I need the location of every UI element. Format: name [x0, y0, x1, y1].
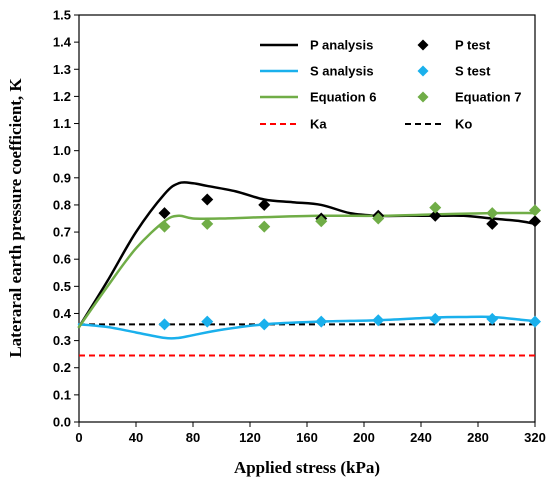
y-tick-label: 0.4 — [53, 306, 72, 321]
p-test-point — [486, 217, 499, 230]
s-test-legend-label: S test — [455, 64, 491, 79]
equation-7-point — [315, 215, 328, 228]
p-test-legend-symbol — [417, 39, 429, 51]
x-tick-label: 120 — [239, 430, 261, 445]
equation-7-point — [258, 220, 271, 233]
y-tick-label: 0.8 — [53, 197, 71, 212]
equation-6-legend-label: Equation 6 — [310, 90, 376, 105]
y-axis-title: Lateraral earth pressure coefficient, K — [6, 78, 25, 358]
x-axis-title: Applied stress (kPa) — [234, 458, 380, 477]
equation-7-point — [201, 217, 214, 230]
p-test-point — [429, 209, 442, 222]
s-test-point — [529, 315, 541, 328]
legend: P analysis P test S analysis S test Equation… — [260, 38, 521, 132]
y-tick-label: 0.3 — [53, 333, 71, 348]
ko-legend-label: Ko — [455, 117, 472, 132]
s-test-point — [315, 315, 328, 328]
y-tick-label: 1.2 — [53, 89, 71, 104]
equation-7-point — [429, 201, 442, 214]
y-tick-label: 0.9 — [53, 170, 71, 185]
series-layer — [77, 181, 541, 357]
y-tick-label: 0.6 — [53, 252, 71, 267]
s-test-point — [258, 318, 271, 331]
s-test-point — [201, 315, 214, 328]
p-analysis-legend-label: P analysis — [310, 38, 373, 53]
s-test-point — [486, 312, 499, 325]
y-tick-label: 0.0 — [53, 415, 71, 430]
p-analysis-line — [77, 181, 537, 329]
s-test-point — [158, 318, 171, 331]
s-analysis-legend-label: S analysis — [310, 64, 374, 79]
x-tick-label: 320 — [524, 430, 546, 445]
equation-7-point — [486, 207, 499, 220]
x-tick-label: 80 — [186, 430, 200, 445]
x-tick-label: 240 — [410, 430, 432, 445]
x-axis-ticks: 0 40 80 120 160 200 240 280 320 — [75, 422, 546, 445]
y-tick-label: 1.0 — [53, 143, 71, 158]
p-test-point — [529, 215, 541, 228]
p-test-point — [158, 207, 171, 220]
s-test-legend-symbol — [417, 65, 429, 77]
y-tick-label: 1.5 — [53, 8, 71, 23]
y-tick-label: 0.1 — [53, 387, 71, 402]
x-tick-label: 160 — [296, 430, 318, 445]
y-tick-label: 0.5 — [53, 279, 71, 294]
y-tick-label: 0.7 — [53, 225, 71, 240]
s-test-point — [372, 314, 385, 327]
x-tick-label: 0 — [75, 430, 82, 445]
x-tick-label: 280 — [467, 430, 489, 445]
equation-7-legend-label: Equation 7 — [455, 90, 521, 105]
y-axis-ticks: 0.0 0.1 0.2 0.3 0.4 0.5 0.6 0.7 0.8 0.9 1.0 1.1 1.2 1… — [53, 8, 79, 430]
y-tick-label: 1.3 — [53, 62, 71, 77]
s-test-point — [429, 312, 442, 325]
p-test-point — [201, 193, 214, 206]
equation-7-point — [158, 220, 171, 233]
y-tick-label: 1.1 — [53, 116, 71, 131]
p-test-legend-label: P test — [455, 38, 491, 53]
equation-7-legend-symbol — [417, 91, 429, 103]
equation-7-point — [529, 204, 541, 217]
x-tick-label: 200 — [353, 430, 375, 445]
equation-7-point — [372, 212, 385, 225]
x-tick-label: 40 — [129, 430, 143, 445]
y-tick-label: 0.2 — [53, 360, 71, 375]
y-tick-label: 1.4 — [53, 35, 72, 50]
ka-legend-label: Ka — [310, 117, 327, 132]
p-test-point — [258, 198, 271, 211]
